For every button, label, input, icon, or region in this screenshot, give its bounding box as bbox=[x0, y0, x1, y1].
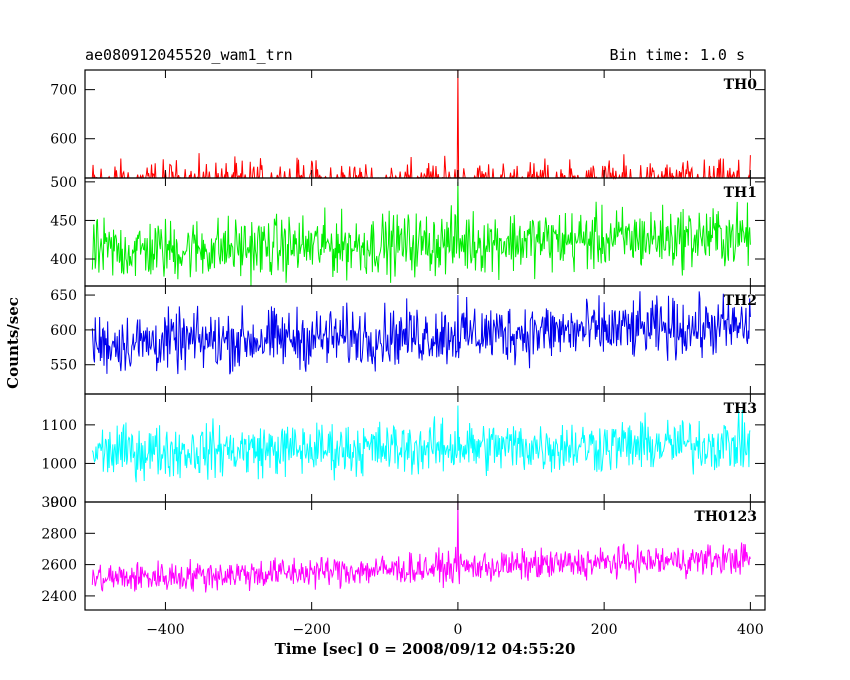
bin-time-label: Bin time: 1.0 s bbox=[610, 46, 745, 64]
panels-group: 600 700 TH0 400 450 500 TH1 550 600 650 TH2 900 1000… bbox=[41, 69, 766, 611]
panel-label: TH2 bbox=[724, 293, 757, 309]
chart-title: ae080912045520_wam1_trn bbox=[85, 46, 293, 64]
y-tick-label: 3000 bbox=[41, 495, 77, 511]
panel-th3: 900 1000 1100 TH3 bbox=[41, 393, 766, 511]
y-tick-label: 450 bbox=[50, 213, 77, 229]
x-tick-label: 0 bbox=[453, 622, 462, 638]
y-tick-label: 500 bbox=[50, 175, 77, 191]
x-tick-label: 200 bbox=[591, 622, 618, 638]
series-line-th3 bbox=[91, 405, 751, 483]
panel-frame bbox=[84, 501, 766, 611]
panel-th0: 600 700 TH0 bbox=[50, 69, 766, 180]
y-axis-label: Counts/sec bbox=[4, 297, 22, 389]
y-tick-label: 2400 bbox=[41, 589, 77, 605]
x-tick-label: −400 bbox=[146, 622, 184, 638]
y-tick-label: 2800 bbox=[41, 526, 77, 542]
panel-label: TH1 bbox=[724, 185, 757, 201]
x-axis-label: Time [sec] 0 = 2008/09/12 04:55:20 bbox=[275, 640, 576, 658]
y-tick-label: 2600 bbox=[41, 558, 77, 574]
panel-label: TH3 bbox=[724, 401, 757, 417]
y-tick-label: 400 bbox=[50, 252, 77, 268]
y-tick-label: 1000 bbox=[41, 456, 77, 472]
y-tick-label: 900 bbox=[50, 495, 77, 511]
panel-th0123: 2400 2600 2800 3000 TH0123 bbox=[41, 495, 766, 611]
y-tick-label: 1100 bbox=[41, 418, 77, 434]
y-tick-label: 700 bbox=[50, 83, 77, 99]
x-tick-label: 400 bbox=[737, 622, 764, 638]
y-tick-label: 550 bbox=[50, 358, 77, 374]
panel-label: TH0123 bbox=[694, 509, 757, 525]
panel-frame bbox=[84, 285, 766, 395]
y-tick-label: 600 bbox=[50, 323, 77, 339]
y-tick-label: 600 bbox=[50, 132, 77, 148]
series-line-th1 bbox=[91, 181, 751, 286]
x-tick-label: −200 bbox=[292, 622, 330, 638]
panel-frame bbox=[84, 69, 766, 179]
series-line-th0123 bbox=[91, 501, 751, 593]
x-axis: −400 −200 0 200 400 bbox=[146, 622, 764, 638]
panel-label: TH0 bbox=[724, 77, 758, 93]
series-line-th0 bbox=[91, 69, 751, 180]
y-tick-label: 650 bbox=[50, 288, 77, 304]
panel-th1: 400 450 500 TH1 bbox=[50, 175, 766, 287]
panel-th2: 550 600 650 TH2 bbox=[50, 285, 766, 395]
series-line-th2 bbox=[91, 291, 751, 375]
